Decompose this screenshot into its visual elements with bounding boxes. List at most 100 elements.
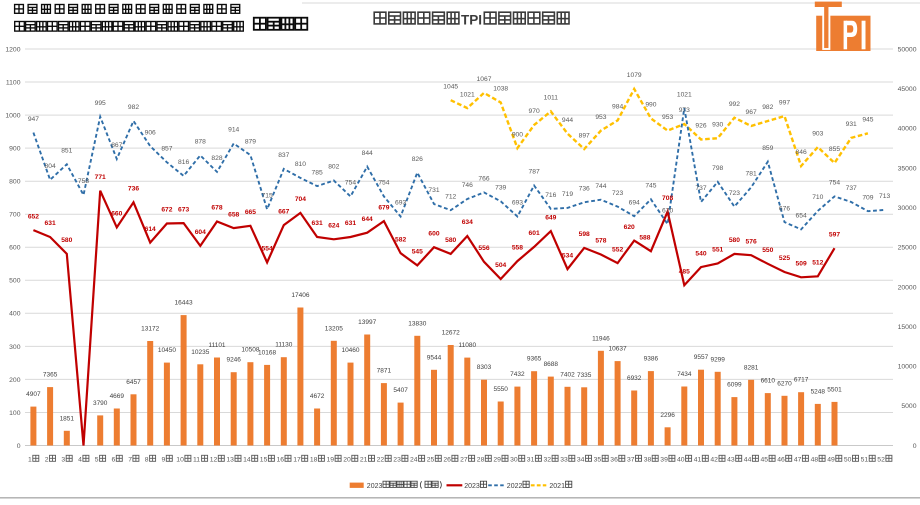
svg-text:828: 828 — [211, 155, 222, 162]
svg-text:5501: 5501 — [827, 386, 842, 393]
svg-text:601: 601 — [529, 230, 540, 237]
svg-text:997: 997 — [779, 99, 790, 106]
svg-text:1021: 1021 — [677, 91, 692, 98]
svg-text:6457: 6457 — [126, 379, 141, 386]
svg-text:38: 38 — [644, 456, 652, 463]
svg-text:485: 485 — [679, 268, 690, 275]
svg-text:2023: 2023 — [464, 483, 480, 490]
svg-text:6: 6 — [112, 456, 116, 463]
svg-text:10235: 10235 — [191, 349, 209, 356]
svg-text:48: 48 — [811, 456, 819, 463]
svg-text:737: 737 — [695, 185, 706, 192]
svg-text:600: 600 — [9, 245, 21, 252]
svg-text:504: 504 — [495, 262, 506, 269]
svg-text:7335: 7335 — [577, 372, 592, 379]
svg-text:6270: 6270 — [777, 380, 792, 387]
svg-text:51: 51 — [861, 456, 869, 463]
svg-text:604: 604 — [195, 229, 206, 236]
svg-text:708: 708 — [662, 195, 673, 202]
svg-text:45: 45 — [761, 456, 769, 463]
svg-text:716: 716 — [545, 192, 556, 199]
svg-text:556: 556 — [478, 245, 489, 252]
svg-text:678: 678 — [211, 205, 222, 212]
svg-text:10000: 10000 — [898, 364, 917, 371]
svg-text:906: 906 — [145, 129, 156, 136]
svg-text:9299: 9299 — [710, 356, 725, 363]
svg-text:5550: 5550 — [493, 386, 508, 393]
svg-text:43: 43 — [727, 456, 735, 463]
svg-text:737: 737 — [846, 185, 857, 192]
svg-text:36: 36 — [610, 456, 618, 463]
svg-text:754: 754 — [378, 180, 389, 187]
svg-text:12: 12 — [210, 456, 218, 463]
svg-text:35000: 35000 — [898, 165, 917, 172]
svg-text:11080: 11080 — [459, 342, 477, 349]
svg-text:679: 679 — [378, 204, 389, 211]
svg-text:28: 28 — [477, 456, 485, 463]
svg-text:1067: 1067 — [477, 76, 492, 83]
svg-text:45000: 45000 — [898, 86, 917, 93]
svg-text:995: 995 — [95, 100, 106, 107]
svg-text:TPI: TPI — [461, 13, 482, 28]
svg-text:844: 844 — [362, 150, 373, 157]
svg-text:694: 694 — [629, 199, 640, 206]
svg-text:903: 903 — [812, 130, 823, 137]
svg-text:1045: 1045 — [443, 83, 458, 90]
svg-text:534: 534 — [562, 252, 573, 259]
svg-text:631: 631 — [345, 220, 356, 227]
svg-text:897: 897 — [579, 132, 590, 139]
svg-text:525: 525 — [779, 255, 790, 262]
svg-text:746: 746 — [462, 182, 473, 189]
svg-text:1: 1 — [28, 456, 32, 463]
svg-text:846: 846 — [796, 149, 807, 156]
svg-text:802: 802 — [328, 164, 339, 171]
svg-text:20: 20 — [343, 456, 351, 463]
svg-text:14: 14 — [243, 456, 251, 463]
svg-text:578: 578 — [595, 238, 606, 245]
svg-text:1851: 1851 — [60, 415, 75, 422]
svg-text:992: 992 — [729, 101, 740, 108]
svg-text:665: 665 — [245, 209, 256, 216]
svg-text:4669: 4669 — [110, 393, 125, 400]
svg-text:2022: 2022 — [507, 483, 523, 490]
svg-text:0: 0 — [17, 443, 21, 450]
svg-text:7432: 7432 — [510, 371, 525, 378]
svg-text:715: 715 — [262, 193, 273, 200]
svg-text:540: 540 — [695, 250, 706, 257]
svg-text:3: 3 — [61, 456, 65, 463]
svg-text:781: 781 — [746, 171, 757, 178]
svg-text:673: 673 — [178, 206, 189, 213]
svg-text:22: 22 — [377, 456, 385, 463]
svg-text:18: 18 — [310, 456, 318, 463]
svg-text:787: 787 — [529, 169, 540, 176]
svg-text:944: 944 — [562, 117, 573, 124]
svg-text:3790: 3790 — [93, 400, 108, 407]
svg-text:29: 29 — [493, 456, 501, 463]
svg-text:731: 731 — [428, 187, 439, 194]
svg-text:40000: 40000 — [898, 126, 917, 133]
svg-text:4907: 4907 — [26, 391, 41, 398]
svg-text:857: 857 — [161, 146, 172, 153]
svg-text:32: 32 — [544, 456, 552, 463]
svg-text:973: 973 — [679, 107, 690, 114]
svg-text:926: 926 — [695, 123, 706, 130]
svg-text:49: 49 — [827, 456, 835, 463]
svg-text:11: 11 — [193, 456, 200, 463]
svg-text:744: 744 — [595, 183, 606, 190]
svg-text:739: 739 — [495, 185, 506, 192]
svg-text:7365: 7365 — [43, 372, 58, 379]
svg-text:16443: 16443 — [175, 300, 193, 307]
svg-text:47: 47 — [794, 456, 802, 463]
svg-text:766: 766 — [478, 176, 489, 183]
svg-text:719: 719 — [562, 191, 573, 198]
svg-text:631: 631 — [45, 220, 56, 227]
svg-text:300: 300 — [9, 344, 21, 351]
svg-text:10: 10 — [176, 456, 184, 463]
svg-text:17406: 17406 — [291, 292, 309, 299]
svg-text:672: 672 — [161, 207, 172, 214]
svg-text:16: 16 — [277, 456, 285, 463]
svg-text:745: 745 — [645, 183, 656, 190]
svg-text:9386: 9386 — [644, 356, 659, 363]
svg-text:704: 704 — [295, 196, 306, 203]
svg-text:2023: 2023 — [367, 483, 383, 490]
